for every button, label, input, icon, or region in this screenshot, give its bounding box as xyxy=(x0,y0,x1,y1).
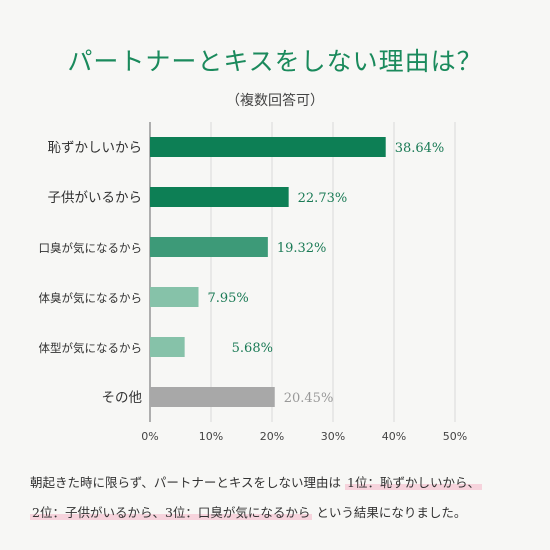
data-label: 22.73% xyxy=(298,191,348,206)
data-label: 19.32% xyxy=(277,241,327,256)
category-label: 子供がいるから xyxy=(48,190,143,206)
data-label: 38.64% xyxy=(395,141,445,156)
bar xyxy=(150,187,289,207)
chart-title: パートナーとキスをしない理由は？ xyxy=(67,47,483,76)
category-label: 体臭が気になるから xyxy=(39,291,143,305)
x-tick-label: 50% xyxy=(443,430,467,443)
x-tick-label: 0% xyxy=(141,430,158,443)
bar xyxy=(150,137,386,157)
category-label: 体型が気になるから xyxy=(39,341,143,355)
bar xyxy=(150,237,268,257)
data-label: 7.95% xyxy=(207,291,248,306)
summary-intro: 朝起きた時に限らず、パートナーとキスをしない理由は xyxy=(30,475,342,490)
chart-subtitle: （複数回答可） xyxy=(226,93,324,109)
category-label: その他 xyxy=(102,390,143,406)
x-tick-label: 30% xyxy=(321,430,345,443)
bar xyxy=(150,387,275,407)
category-label: 口臭が気になるから xyxy=(39,241,143,255)
bar xyxy=(150,287,199,307)
data-label: 5.68% xyxy=(232,341,273,356)
category-label: 恥ずかしいから xyxy=(48,140,143,156)
x-tick-label: 20% xyxy=(260,430,284,443)
x-tick-label: 40% xyxy=(382,430,406,443)
data-label: 20.45% xyxy=(284,391,334,406)
bar xyxy=(150,337,185,357)
bar-chart: 0% 10% 20% 30% 40% 50% 恥ずかしいから 38.64% 子供がいるから 22.… xyxy=(39,122,467,443)
summary-text: 朝起きた時に限らず、パートナーとキスをしない理由は 1位：恥ずかしいから、 2位… xyxy=(30,468,530,528)
summary-outro: という結果になりました。 xyxy=(316,505,467,520)
x-tick-label: 10% xyxy=(199,430,223,443)
summary-rank-1: 1位：恥ずかしいから、 xyxy=(345,475,482,490)
summary-rank-2-3: 2位：子供がいるから、3位：口臭が気になるから xyxy=(30,505,313,520)
